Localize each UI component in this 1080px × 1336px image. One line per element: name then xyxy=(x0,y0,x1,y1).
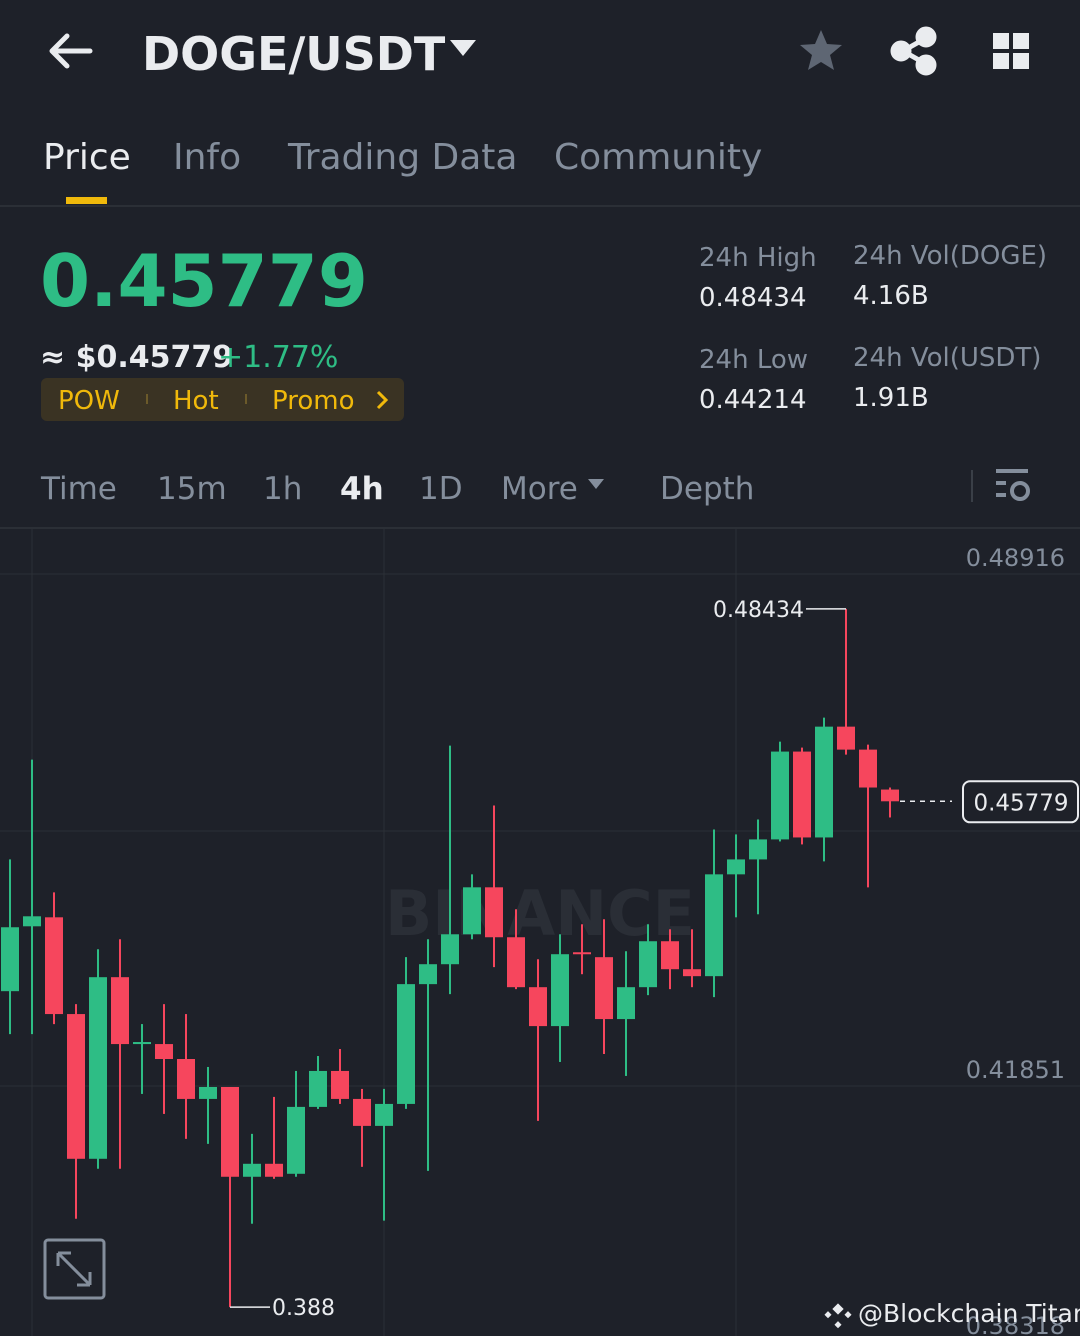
candle-body xyxy=(287,1106,305,1174)
candlestick-chart: BINANCE 0.48916 0.41851 0.38318 0.48434 0.38… xyxy=(0,529,1080,1336)
candle-body xyxy=(89,977,107,1159)
candle-body xyxy=(155,1044,173,1059)
candle-body xyxy=(419,964,437,985)
stat-label: 24h High xyxy=(699,243,817,273)
pair-title[interactable]: DOGE/USDT xyxy=(142,27,446,81)
candle-body xyxy=(661,941,679,970)
interval[interactable]: More xyxy=(501,471,578,507)
usd-price: ≈ $0.45779 xyxy=(40,340,233,375)
candle-body xyxy=(771,751,789,840)
expand-button[interactable] xyxy=(43,1238,106,1300)
candle-body xyxy=(111,977,129,1045)
candle-body xyxy=(815,726,833,838)
y-tick-label: 0.48916 xyxy=(966,544,1065,572)
chart-settings-icon[interactable] xyxy=(996,469,1030,501)
candle-body xyxy=(353,1098,371,1126)
candle-body xyxy=(397,984,415,1104)
candle-body xyxy=(639,941,657,988)
tag[interactable]: Hot xyxy=(173,386,219,416)
stat-label: 24h Vol(DOGE) xyxy=(853,241,1047,271)
candle-body xyxy=(617,987,635,1020)
candle-body xyxy=(551,954,569,1027)
watermark: BINANCE xyxy=(385,877,695,950)
tag[interactable]: Promo xyxy=(272,386,354,416)
stat-value: 1.91B xyxy=(853,383,929,413)
high-label: 0.48434 xyxy=(713,598,804,623)
stat-value: 0.44214 xyxy=(699,385,807,415)
interval[interactable]: 4h xyxy=(340,471,384,507)
candle-body xyxy=(375,1103,393,1126)
back-button[interactable] xyxy=(49,33,93,69)
candle-body xyxy=(199,1086,217,1099)
tag-chevron xyxy=(376,390,389,410)
share-icon[interactable] xyxy=(890,26,937,76)
last-price: 0.45779 xyxy=(40,239,368,323)
interval[interactable]: Time xyxy=(40,471,117,507)
candle-body xyxy=(881,789,899,802)
candle-body xyxy=(45,917,63,1015)
stat-label: 24h Low xyxy=(699,345,808,375)
more-dropdown[interactable] xyxy=(588,479,604,489)
tab[interactable]: Community xyxy=(554,137,762,178)
low-label: 0.388 xyxy=(272,1296,335,1321)
credit: @Blockchain Titan xyxy=(858,1299,1080,1328)
candle-body xyxy=(441,934,459,965)
tag-separator xyxy=(146,394,148,404)
tag-bar[interactable] xyxy=(41,378,404,421)
interval[interactable]: 1h xyxy=(263,471,302,507)
y-tick-label: 0.41851 xyxy=(966,1056,1065,1084)
candle-body xyxy=(463,887,481,935)
credit-icon xyxy=(824,1303,852,1329)
stat-value: 4.16B xyxy=(853,281,929,311)
tab[interactable]: Info xyxy=(173,137,241,178)
tag-separator xyxy=(245,394,247,404)
menu-icon[interactable] xyxy=(993,33,1029,69)
candle-body xyxy=(67,1014,85,1159)
last-price-label: 0.45779 xyxy=(973,790,1068,816)
candle-body xyxy=(705,874,723,977)
candle-body xyxy=(485,887,503,938)
candle-body xyxy=(793,751,811,838)
candle-body xyxy=(265,1163,283,1177)
interval[interactable]: 1D xyxy=(419,471,463,507)
candle-body xyxy=(243,1163,261,1177)
candle-body xyxy=(595,957,613,1020)
candle-body xyxy=(177,1058,195,1099)
candle-body xyxy=(727,859,745,875)
candle-body xyxy=(859,749,877,788)
candle-body xyxy=(1,927,19,992)
last-price-tag xyxy=(962,780,1079,824)
tag[interactable]: POW xyxy=(58,386,120,416)
candle-body xyxy=(683,969,701,977)
stat-label: 24h Vol(USDT) xyxy=(853,343,1041,373)
candle-body xyxy=(507,937,525,988)
pair-dropdown[interactable] xyxy=(450,40,476,56)
stat-value: 0.48434 xyxy=(699,283,807,313)
y-tick-label: 0.38318 xyxy=(966,1312,1065,1336)
candle-body xyxy=(749,839,767,860)
tab[interactable]: Trading Data xyxy=(287,137,517,178)
candle-body xyxy=(221,1086,239,1177)
candle-body xyxy=(133,1042,151,1045)
tab-indicator xyxy=(66,197,107,204)
candle-body xyxy=(529,987,547,1027)
interval[interactable]: 15m xyxy=(157,471,227,507)
interval[interactable]: Depth xyxy=(660,471,754,507)
tab[interactable]: Price xyxy=(43,137,131,178)
candle-body xyxy=(331,1070,349,1099)
price-change: +1.77% xyxy=(218,340,338,375)
candle-body xyxy=(837,726,855,750)
candle-body xyxy=(573,952,591,955)
candle-body xyxy=(309,1070,327,1107)
candle-body xyxy=(23,916,41,927)
favorite-icon[interactable] xyxy=(800,30,842,70)
